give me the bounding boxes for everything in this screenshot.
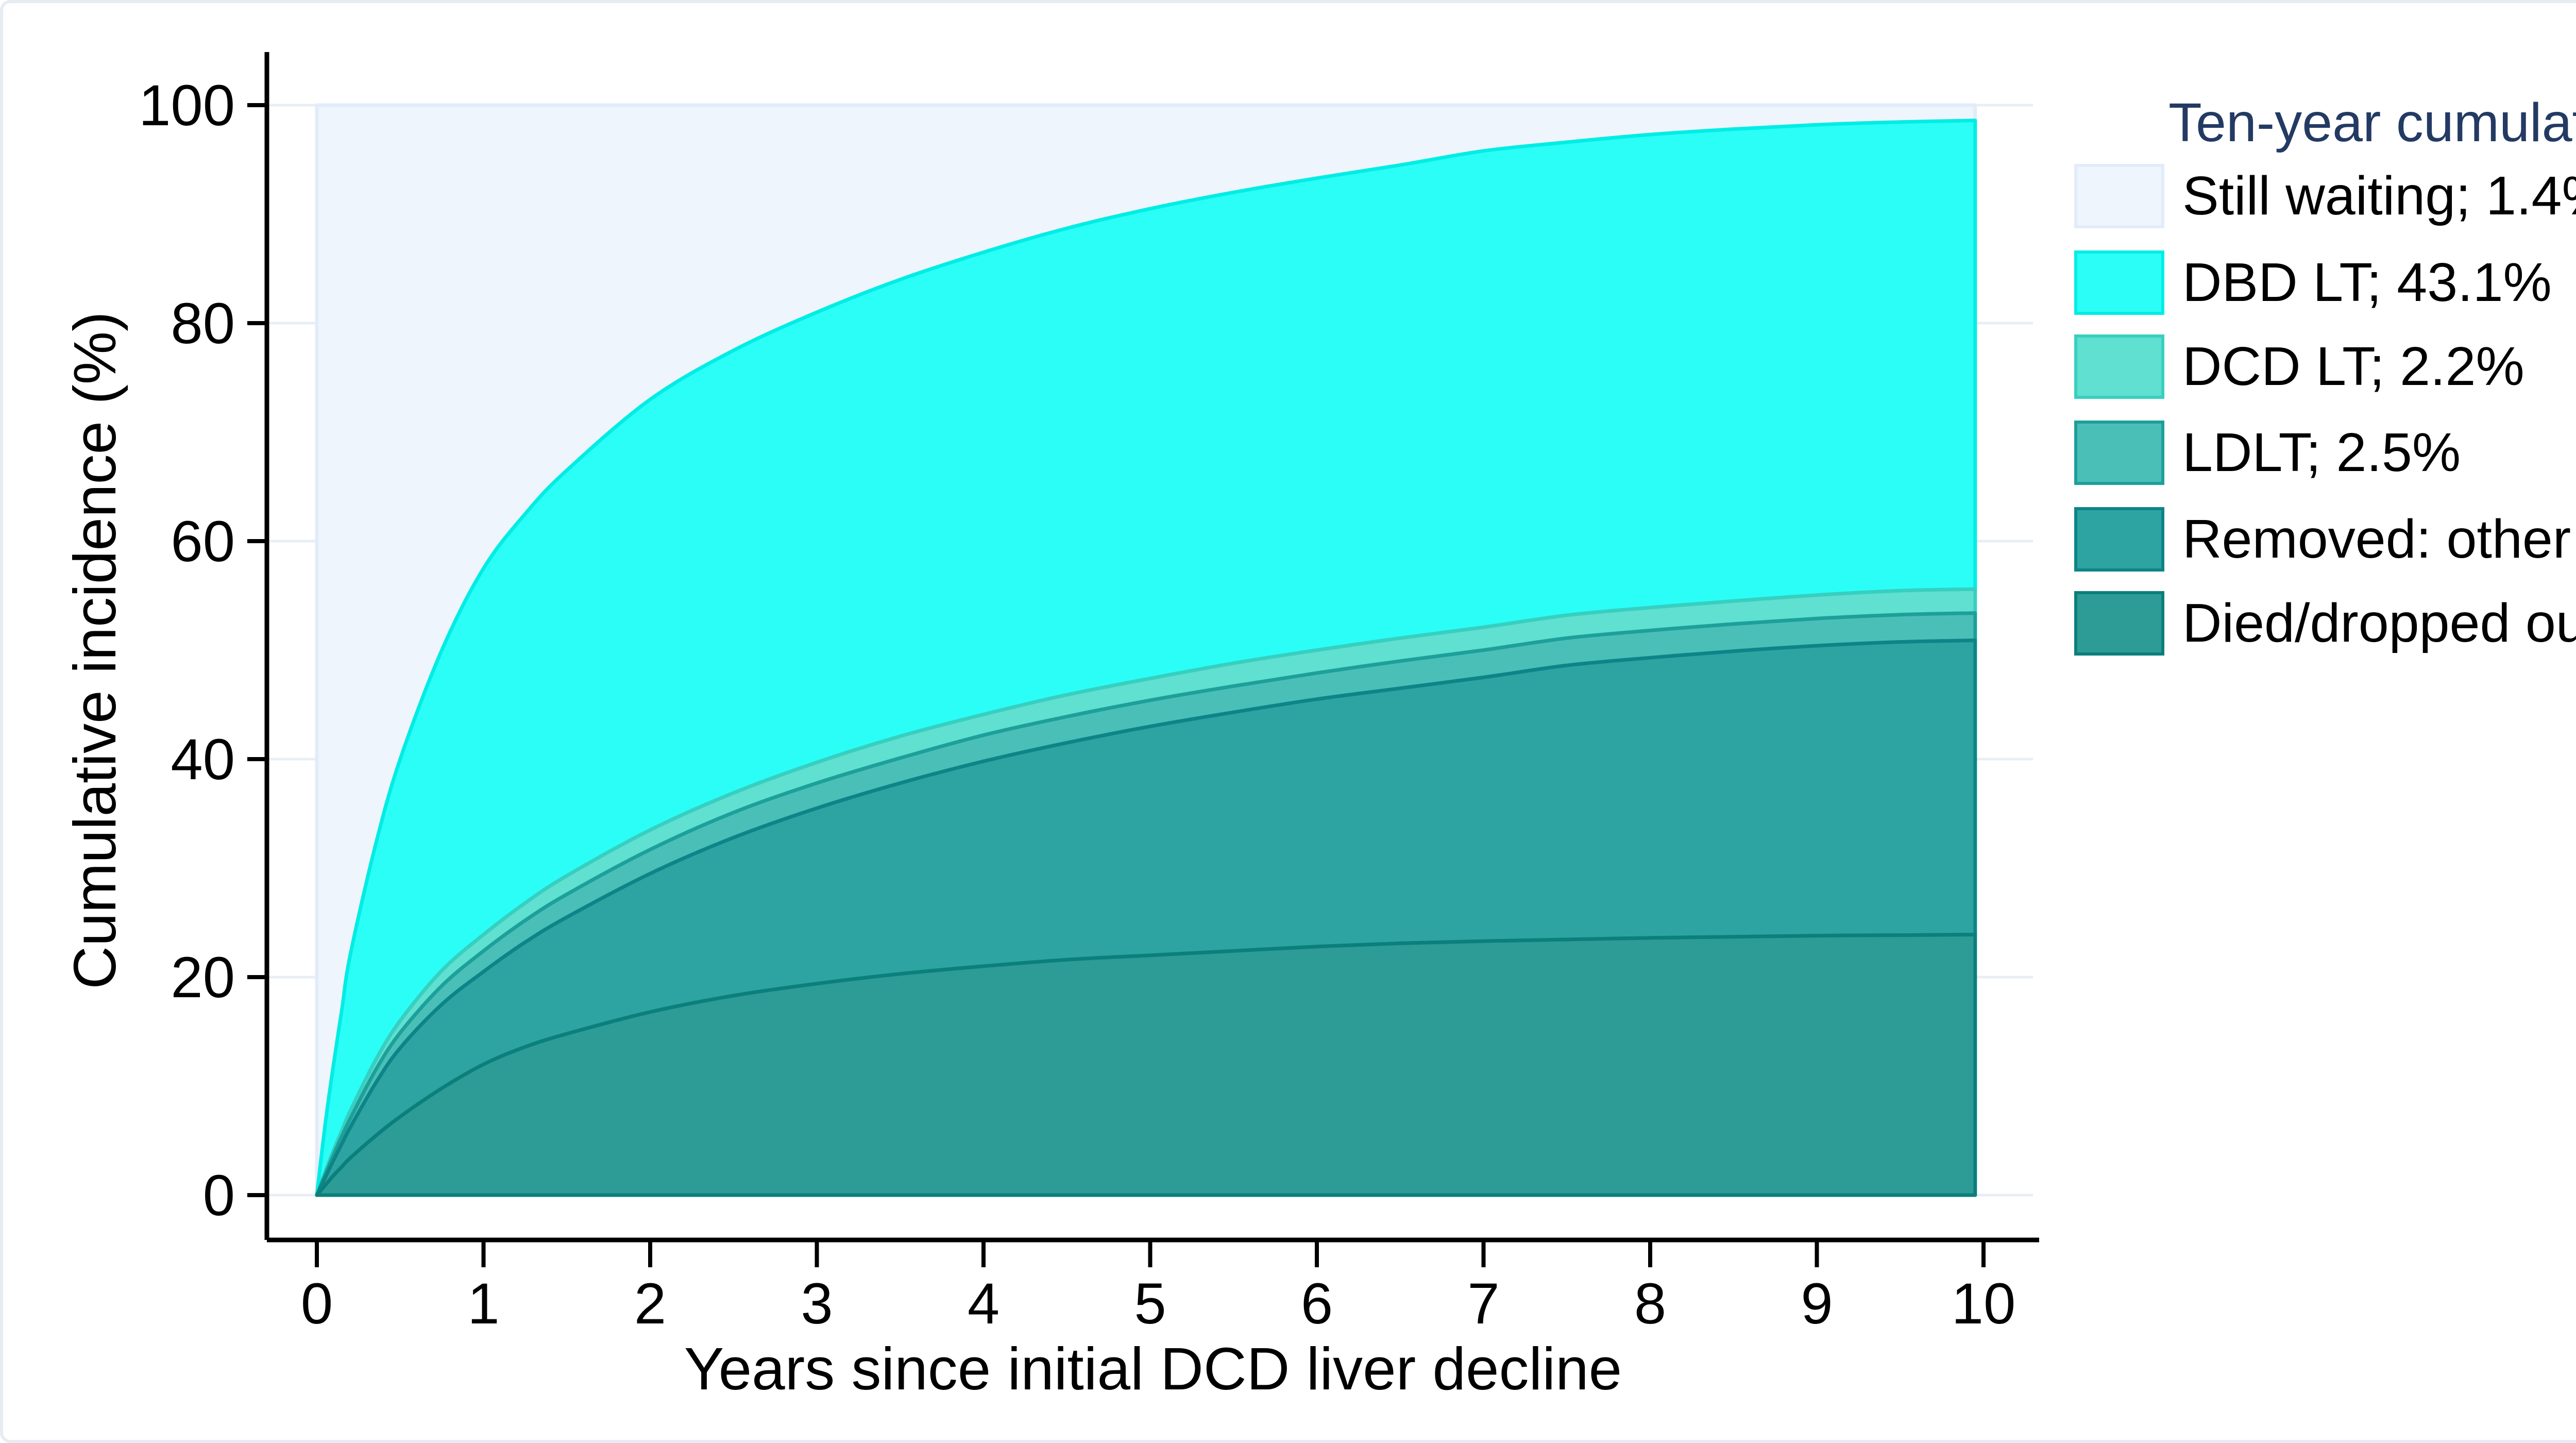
y-tick-label-60: 60 — [171, 509, 235, 574]
x-tick-label-10: 10 — [1952, 1271, 2016, 1336]
y-tick-label-20: 20 — [171, 945, 235, 1010]
x-tick-label-2: 2 — [634, 1271, 666, 1336]
y-tick-label-40: 40 — [171, 727, 235, 792]
x-tick-label-4: 4 — [968, 1271, 999, 1336]
tick-labels: 0 20 40 60 80 100 0 1 2 3 4 5 6 7 8 9 10 — [139, 73, 2015, 1336]
stacked-areas — [315, 103, 1977, 1197]
x-tick-label-9: 9 — [1801, 1271, 1833, 1336]
area-died — [315, 933, 1977, 1197]
x-tick-label-1: 1 — [467, 1271, 499, 1336]
y-tick-label-80: 80 — [171, 291, 235, 356]
x-tick-label-8: 8 — [1634, 1271, 1666, 1336]
x-tick-label-7: 7 — [1467, 1271, 1499, 1336]
y-tick-label-0: 0 — [203, 1163, 235, 1228]
x-tick-label-3: 3 — [801, 1271, 833, 1336]
y-tick-label-100: 100 — [139, 73, 235, 138]
x-tick-label-5: 5 — [1134, 1271, 1166, 1336]
x-tick-label-0: 0 — [301, 1271, 333, 1336]
y-axis-title: Cumulative incidence (%) — [61, 311, 128, 989]
plot-svg: 0 20 40 60 80 100 0 1 2 3 4 5 6 7 8 9 10 Years since ini… — [61, 52, 2039, 1402]
x-axis-title: Years since initial DCD liver decline — [684, 1335, 1622, 1402]
x-tick-label-6: 6 — [1301, 1271, 1333, 1336]
axes — [247, 52, 2039, 1267]
